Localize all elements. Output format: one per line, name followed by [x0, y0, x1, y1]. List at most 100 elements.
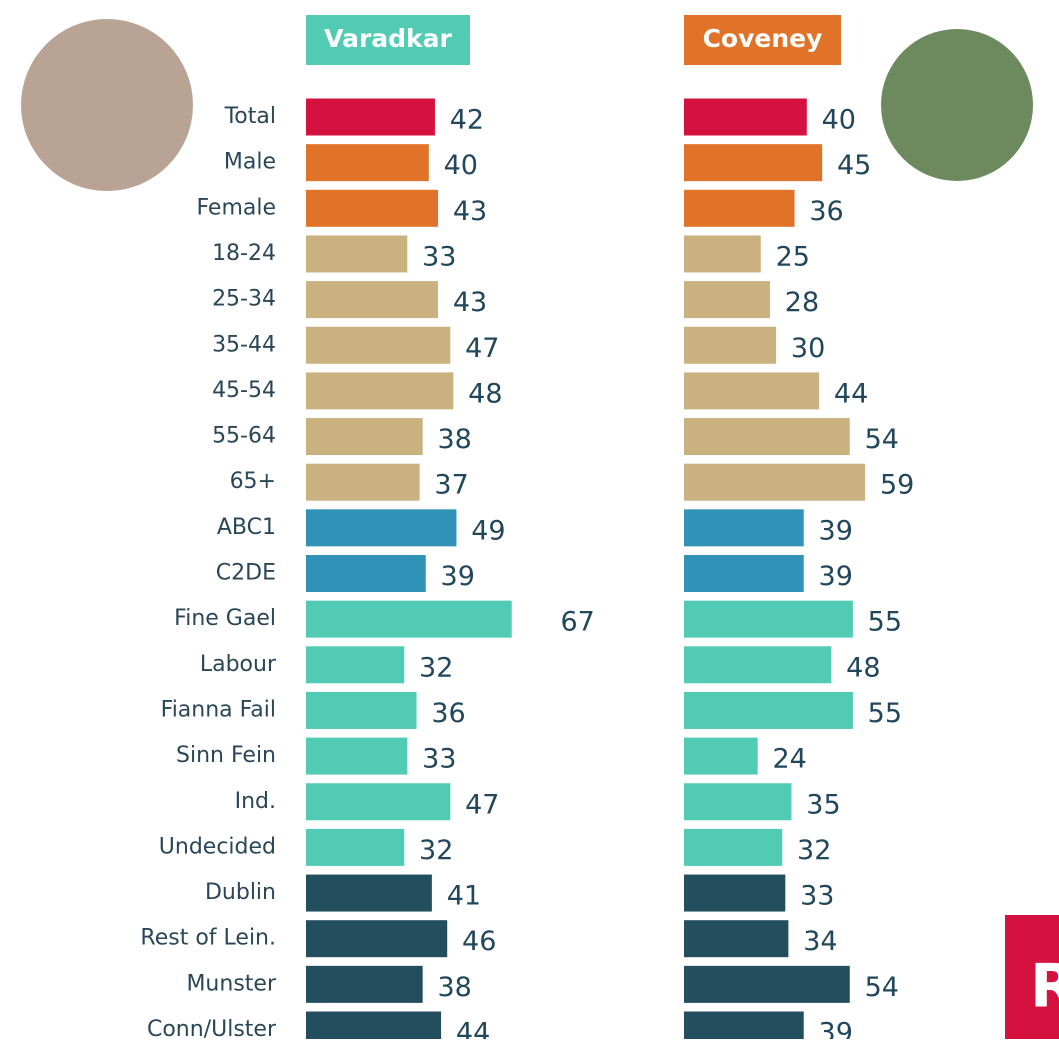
value-label: 55	[868, 607, 902, 638]
category-label: 65+	[230, 469, 276, 494]
value-label: 38	[437, 424, 471, 455]
bar	[684, 920, 789, 958]
category-label: 25-34	[212, 287, 276, 312]
bar	[684, 828, 783, 866]
value-label: 28	[785, 287, 819, 318]
value-label: 33	[422, 241, 456, 272]
category-label: Labour	[200, 652, 277, 677]
value-label: 33	[800, 881, 834, 912]
bar	[306, 326, 451, 364]
bar	[684, 418, 850, 456]
bar	[684, 235, 761, 273]
bar	[684, 600, 853, 638]
category-label: ABC1	[217, 515, 276, 540]
value-label: 59	[880, 470, 914, 501]
bar	[306, 98, 435, 136]
category-label: Total	[224, 104, 276, 129]
bar	[306, 691, 417, 729]
category-label: Ind.	[235, 789, 276, 814]
logo-box	[1005, 915, 1059, 1039]
category-label: Dublin	[205, 880, 276, 905]
photo	[21, 19, 193, 191]
bar	[684, 1011, 804, 1043]
bar	[306, 783, 451, 821]
bar	[684, 98, 807, 136]
category-label: 45-54	[212, 378, 276, 403]
value-label: 32	[419, 652, 453, 683]
value-label: 48	[846, 652, 880, 683]
value-label: 36	[809, 196, 843, 227]
value-label: 30	[791, 333, 825, 364]
bar	[684, 783, 792, 821]
value-label: 43	[453, 287, 487, 318]
value-label: 39	[819, 1018, 853, 1040]
category-label: Conn/Ulster	[147, 1017, 277, 1039]
value-label: 24	[773, 744, 807, 775]
bar	[306, 509, 457, 547]
bar	[684, 463, 866, 501]
value-label: 44	[834, 378, 868, 409]
series-header-box	[684, 15, 841, 65]
bar	[306, 965, 423, 1003]
bar	[306, 281, 439, 319]
value-label: 25	[776, 241, 810, 272]
value-label: 43	[453, 196, 487, 227]
bar	[306, 737, 408, 775]
bar	[684, 737, 758, 775]
category-label: Female	[196, 195, 276, 220]
value-label: 39	[819, 515, 853, 546]
series-header-box	[306, 15, 470, 65]
bar	[684, 691, 853, 729]
value-label: 47	[465, 333, 499, 364]
bar	[684, 646, 832, 684]
value-label: 32	[419, 835, 453, 866]
value-label: 67	[561, 607, 595, 638]
bar	[306, 144, 429, 182]
bar	[306, 189, 439, 227]
bar	[684, 372, 820, 410]
bar	[306, 1011, 442, 1043]
value-label: 40	[822, 105, 856, 136]
category-label: Undecided	[159, 834, 276, 859]
bar	[306, 646, 405, 684]
logo: R	[1030, 952, 1059, 1022]
category-label: Rest of Lein.	[140, 926, 276, 951]
value-label: 40	[444, 150, 478, 181]
series-header: Varadkar	[324, 24, 452, 53]
value-label: 54	[865, 424, 899, 455]
value-label: 33	[422, 744, 456, 775]
series-header: Coveney	[703, 24, 823, 53]
bar	[684, 555, 804, 592]
value-label: 54	[865, 972, 899, 1003]
bar	[684, 189, 795, 227]
value-label: 38	[437, 972, 471, 1003]
value-label: 41	[447, 881, 481, 912]
category-label: 18-24	[212, 241, 276, 266]
value-label: 42	[450, 105, 484, 136]
value-label: 37	[434, 470, 468, 501]
value-label: 35	[806, 789, 840, 820]
value-label: 39	[441, 561, 475, 592]
value-label: 49	[471, 515, 505, 546]
category-label: 55-64	[212, 424, 276, 449]
bar	[306, 463, 420, 501]
value-label: 39	[819, 561, 853, 592]
bar	[306, 372, 454, 410]
value-label: 46	[462, 926, 496, 957]
value-label: 55	[868, 698, 902, 729]
value-label: 47	[465, 789, 499, 820]
category-label: Sinn Fein	[176, 743, 276, 768]
bar	[684, 874, 786, 912]
bar	[306, 828, 405, 866]
value-label: 36	[431, 698, 465, 729]
bar	[306, 920, 448, 958]
bar	[306, 600, 512, 638]
bar	[684, 326, 777, 364]
category-label: C2DE	[216, 561, 276, 586]
bar	[684, 144, 823, 182]
photo	[881, 29, 1033, 181]
bar	[684, 509, 804, 547]
value-label: 45	[837, 150, 871, 181]
category-label: Fine Gael	[174, 606, 276, 631]
